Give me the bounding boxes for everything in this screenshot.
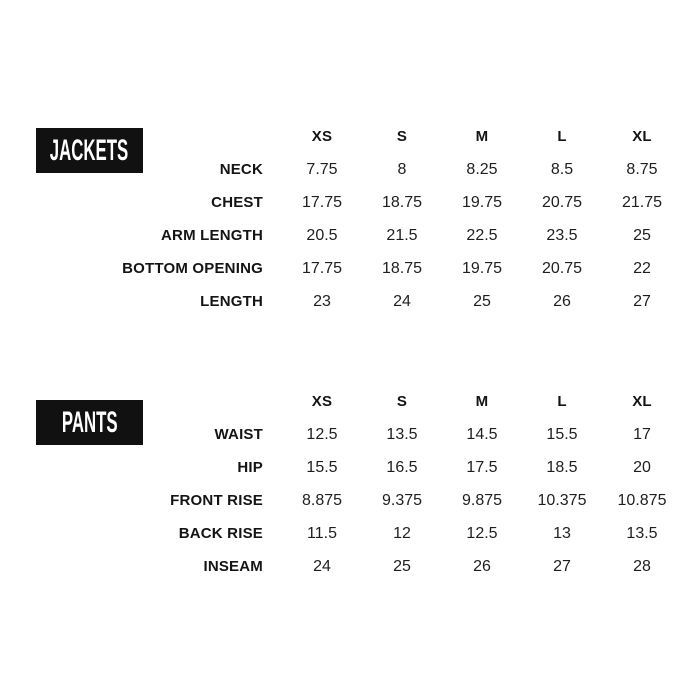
pants-row-label-hip: HIP (237, 459, 263, 476)
size-header-m: M (475, 128, 489, 145)
jackets-value-arm-length-xl: 25 (633, 226, 651, 244)
jackets-size-table: XS S M L XL NECK 7.75 8 8.25 8.5 8.75 CHEST 17.75 18.… (0, 120, 683, 318)
pants-value-back-rise-s: 12 (393, 524, 411, 542)
jackets-value-length-l: 26 (553, 292, 571, 310)
pants-value-inseam-m: 26 (473, 557, 491, 575)
pants-value-inseam-l: 27 (553, 557, 571, 575)
size-header-l: L (557, 128, 567, 145)
pants-value-waist-m: 14.5 (466, 425, 498, 443)
pants-value-hip-s: 16.5 (386, 458, 418, 476)
pants-value-front-rise-m: 9.875 (461, 491, 503, 509)
pants-label: PANTS (61, 405, 118, 439)
size-header-xs: XS (311, 128, 333, 145)
pants-value-front-rise-xs: 8.875 (301, 491, 343, 509)
jackets-label: JACKETS (50, 133, 129, 167)
jackets-value-neck-xl: 8.75 (626, 160, 658, 178)
size-header-m: M (475, 393, 489, 410)
jackets-value-arm-length-s: 21.5 (386, 226, 418, 244)
pants-value-inseam-xl: 28 (633, 557, 651, 575)
pants-value-hip-xl: 20 (633, 458, 651, 476)
jackets-value-bottom-opening-xs: 17.75 (301, 259, 343, 277)
pants-value-inseam-xs: 24 (313, 557, 331, 575)
pants-value-back-rise-xl: 13.5 (626, 524, 658, 542)
pants-value-back-rise-l: 13 (553, 524, 571, 542)
size-header-s: S (396, 393, 408, 410)
pants-value-back-rise-xs: 11.5 (307, 524, 337, 542)
jackets-value-length-xl: 27 (633, 292, 651, 310)
jackets-value-bottom-opening-l: 20.75 (541, 259, 583, 277)
jackets-value-arm-length-l: 23.5 (546, 226, 578, 244)
size-header-xl: XL (632, 393, 652, 410)
pants-value-waist-xl: 17 (633, 425, 651, 443)
jackets-value-length-s: 24 (393, 292, 411, 310)
jackets-value-bottom-opening-s: 18.75 (381, 259, 423, 277)
pants-value-hip-xs: 15.5 (306, 458, 338, 476)
pants-value-front-rise-s: 9.375 (381, 491, 423, 509)
pants-value-front-rise-xl: 10.875 (617, 491, 667, 509)
jackets-value-bottom-opening-xl: 22 (633, 259, 651, 277)
jackets-row-label-arm-length: ARM LENGTH (161, 227, 263, 244)
jackets-row-label-chest: CHEST (211, 194, 263, 211)
jackets-label-box: JACKETS (36, 128, 143, 173)
pants-size-table: XS S M L XL WAIST 12.5 13.5 14.5 15.5 17 HIP 15.5 16.… (0, 385, 683, 583)
pants-value-waist-xs: 12.5 (306, 425, 338, 443)
jackets-row-label-length: LENGTH (200, 293, 263, 310)
pants-row-label-front-rise: FRONT RISE (170, 492, 263, 509)
pants-value-back-rise-m: 12.5 (466, 524, 498, 542)
jackets-value-neck-l: 8.5 (550, 160, 574, 178)
pants-value-waist-s: 13.5 (386, 425, 418, 443)
jackets-value-chest-m: 19.75 (461, 193, 503, 211)
jackets-row-label-neck: NECK (219, 161, 263, 178)
pants-value-hip-l: 18.5 (546, 458, 578, 476)
size-header-s: S (396, 128, 408, 145)
pants-value-front-rise-l: 10.375 (537, 491, 587, 509)
jackets-value-chest-xs: 17.75 (301, 193, 343, 211)
pants-row-label-back-rise: BACK RISE (178, 525, 263, 542)
jackets-value-neck-xs: 7.75 (306, 160, 338, 178)
size-header-xl: XL (632, 128, 652, 145)
size-header-l: L (557, 393, 567, 410)
jackets-value-neck-m: 8.25 (466, 160, 498, 178)
pants-row-label-waist: WAIST (214, 426, 263, 443)
pants-value-inseam-s: 25 (393, 557, 411, 575)
jackets-value-arm-length-m: 22.5 (466, 226, 498, 244)
jackets-value-arm-length-xs: 20.5 (306, 226, 338, 244)
jackets-value-bottom-opening-m: 19.75 (461, 259, 503, 277)
pants-row-label-inseam: INSEAM (203, 558, 263, 575)
pants-value-hip-m: 17.5 (466, 458, 498, 476)
pants-value-waist-l: 15.5 (546, 425, 578, 443)
jackets-row-label-bottom-opening: BOTTOM OPENING (122, 260, 263, 277)
jackets-value-chest-xl: 21.75 (621, 193, 663, 211)
jackets-value-neck-s: 8 (397, 160, 407, 178)
jackets-value-length-xs: 23 (313, 292, 331, 310)
jackets-value-chest-s: 18.75 (381, 193, 423, 211)
pants-label-box: PANTS (36, 400, 143, 445)
size-header-xs: XS (311, 393, 333, 410)
jackets-value-length-m: 25 (473, 292, 491, 310)
jackets-value-chest-l: 20.75 (541, 193, 583, 211)
